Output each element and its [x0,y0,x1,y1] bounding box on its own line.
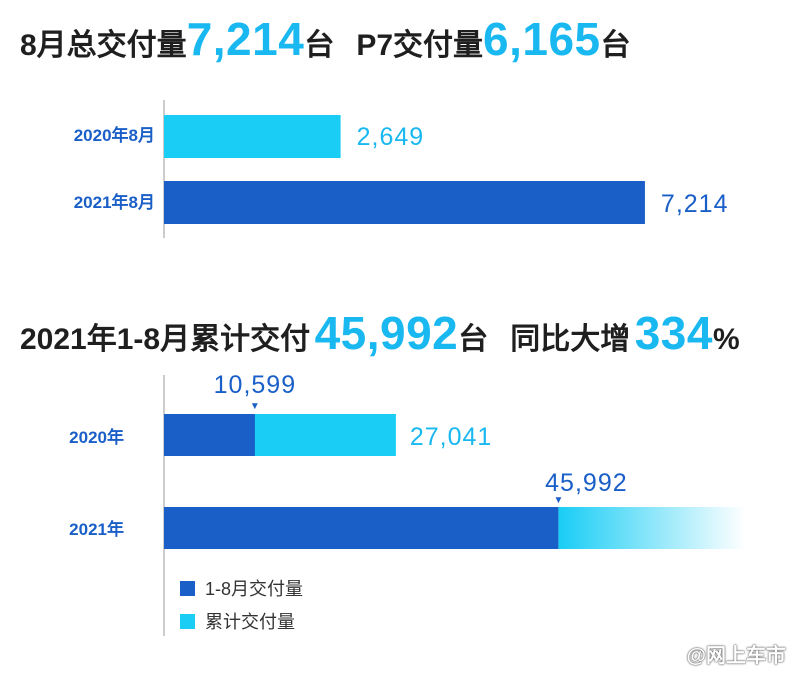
chart1-category-label-2020: 2020年8月 [74,125,155,145]
chart2-annotation-27041: 27,041 [410,423,492,451]
headline2-unit: 台 [458,323,489,356]
chart2-category-label-2021: 2021年 [69,519,124,539]
chart1-category-label-2021: 2021年8月 [74,192,155,212]
headline1-p7-unit: 台 [600,29,631,62]
headline1-label: 8月总交付量 [20,29,187,62]
chart2-bar-2020-jan-aug [164,414,255,456]
headline2-label: 2021年1-8月累计交付 [20,323,311,356]
legend-label-cumulative: 累计交付量 [205,612,295,632]
chart1-value-label-2021: 7,214 [661,190,729,218]
headline1-p7-number: 6,165 [483,13,601,65]
chart2-bar-2021-jan-aug [164,507,559,549]
headline2-total-number: 45,992 [314,307,459,359]
headline1-unit: 台 [304,29,335,62]
headline2-growth-unit: % [712,323,740,356]
chart2-annotation-10599: 10,599 [214,371,296,399]
legend-swatch-cumulative [180,614,195,629]
legend-label-jan-aug: 1-8月交付量 [205,579,303,599]
watermark: @网上车市 [686,645,786,667]
chart-cumulative-deliveries: 2020年 2021年 10,599 ▼ 27,041 45,992 ▼ 1-8… [69,371,745,636]
chart2-category-label-2020: 2020年 [69,427,124,447]
headline1-total-number: 7,214 [186,13,305,65]
chart2-marker-45992: ▼ [553,495,563,506]
legend-swatch-jan-aug [180,581,195,596]
headline2-growth-label: 同比大增 [510,323,631,356]
headline-august: 8月总交付量7,214台 P7交付量6,165台 [20,16,631,62]
headline2-growth-number: 334 [634,307,713,359]
chart2-marker-10599: ▼ [250,401,260,412]
headline-cumulative: 2021年1-8月累计交付 45,992台 同比大增 334% [20,310,740,356]
chart2-bar-2021-fade [558,507,745,549]
chart1-value-label-2020: 2,649 [357,123,425,151]
chart1-bar-2021 [164,181,645,224]
headline1-p7-label: P7交付量 [356,29,484,62]
chart-august-deliveries: 2020年8月 2021年8月 2,649 7,214 [74,100,729,238]
chart2-annotation-45992: 45,992 [545,469,627,497]
chart1-bar-2020 [164,115,341,158]
